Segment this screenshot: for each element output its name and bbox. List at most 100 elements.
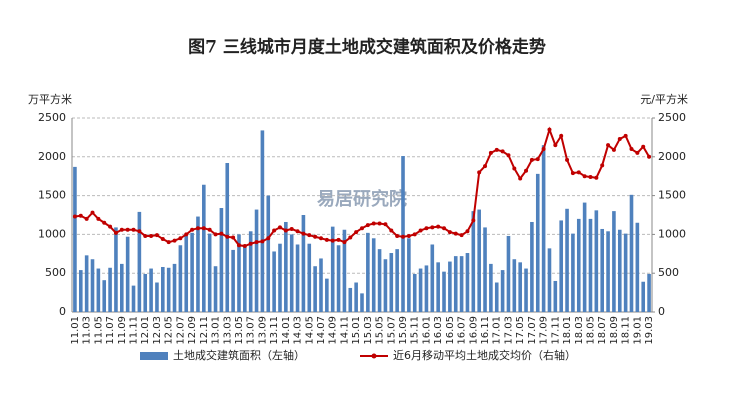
bar bbox=[524, 268, 528, 312]
x-tick-label: 17.11 bbox=[550, 316, 561, 345]
bar bbox=[231, 249, 235, 312]
bar bbox=[90, 259, 95, 312]
y-tick-label: 2500 bbox=[38, 111, 66, 124]
bar bbox=[535, 173, 540, 312]
bar bbox=[307, 243, 312, 312]
x-tick-label: 16.01 bbox=[421, 316, 432, 345]
bar bbox=[553, 280, 558, 312]
line-point bbox=[600, 163, 605, 168]
line-point bbox=[266, 236, 271, 241]
line-point bbox=[635, 150, 640, 155]
watermark: 易居研究院 bbox=[317, 188, 407, 210]
line-point bbox=[248, 241, 253, 246]
line-point bbox=[576, 170, 581, 175]
bar bbox=[395, 249, 399, 312]
x-tick-label: 13.05 bbox=[234, 316, 245, 345]
bar bbox=[108, 267, 112, 312]
line-point bbox=[582, 174, 587, 179]
x-tick-label: 14.01 bbox=[281, 316, 292, 345]
line-point bbox=[565, 157, 570, 162]
bar bbox=[360, 293, 364, 312]
bar bbox=[389, 253, 394, 312]
x-tick-label: 14.11 bbox=[339, 316, 350, 345]
line-point bbox=[553, 143, 558, 148]
bar bbox=[295, 244, 300, 312]
line-point bbox=[113, 230, 118, 235]
line-point bbox=[254, 240, 259, 245]
line-point bbox=[389, 228, 394, 233]
bar bbox=[342, 229, 347, 312]
line-point bbox=[272, 228, 277, 233]
x-tick-label: 13.07 bbox=[246, 316, 257, 345]
line-point bbox=[324, 237, 329, 242]
x-tick-label: 18.09 bbox=[609, 316, 620, 345]
x-tick-label: 16.05 bbox=[445, 316, 456, 345]
bar bbox=[190, 232, 194, 312]
bar bbox=[207, 233, 212, 312]
bar bbox=[594, 210, 599, 312]
y-tick-label: 0 bbox=[59, 305, 66, 318]
x-tick-label: 11.09 bbox=[117, 316, 128, 345]
bar bbox=[453, 256, 458, 312]
bar bbox=[172, 263, 177, 312]
bar bbox=[202, 184, 206, 312]
line-point bbox=[143, 233, 148, 238]
x-tick-label: 18.07 bbox=[597, 316, 608, 345]
line-point bbox=[336, 237, 341, 242]
x-tick-label: 18.05 bbox=[585, 316, 596, 345]
line-point bbox=[418, 228, 423, 233]
x-tick-label: 12.11 bbox=[199, 316, 210, 345]
line-point bbox=[172, 238, 177, 243]
line-point bbox=[190, 227, 195, 232]
bar bbox=[248, 231, 253, 312]
line-point bbox=[506, 153, 511, 158]
bar bbox=[219, 208, 224, 312]
bar bbox=[354, 282, 358, 312]
line-point bbox=[424, 226, 429, 231]
x-tick-label: 11.11 bbox=[129, 316, 140, 345]
line-point bbox=[465, 229, 470, 234]
line-point bbox=[84, 216, 89, 221]
y2-tick-label: 0 bbox=[658, 305, 665, 318]
bar bbox=[383, 259, 388, 312]
bar bbox=[424, 265, 429, 312]
line-point bbox=[78, 213, 83, 218]
bar bbox=[436, 262, 440, 312]
x-tick-label: 16.07 bbox=[457, 316, 468, 345]
bar bbox=[73, 166, 77, 312]
line-point bbox=[219, 231, 224, 236]
bar bbox=[477, 209, 481, 312]
bar bbox=[336, 245, 341, 312]
bar bbox=[565, 208, 569, 312]
bar bbox=[465, 253, 470, 312]
bar bbox=[647, 273, 651, 312]
line-point bbox=[570, 171, 575, 176]
bar bbox=[266, 195, 271, 312]
line-point bbox=[160, 237, 165, 242]
line-point bbox=[154, 233, 159, 238]
bar bbox=[254, 209, 259, 312]
bar bbox=[506, 235, 511, 312]
line-point bbox=[354, 230, 359, 235]
y-tick-label: 500 bbox=[45, 266, 66, 279]
line-point bbox=[518, 176, 523, 181]
x-tick-label: 16.09 bbox=[468, 316, 479, 345]
bar bbox=[184, 235, 189, 312]
line-point bbox=[260, 239, 265, 244]
bar bbox=[196, 216, 200, 312]
y2-tick-label: 1500 bbox=[658, 189, 686, 202]
line-point bbox=[108, 224, 113, 229]
bar bbox=[319, 258, 323, 312]
bar bbox=[483, 227, 487, 312]
bar bbox=[547, 248, 552, 312]
chart-title: 图7 三线城市月度土地成交建筑面积及价格走势 bbox=[188, 37, 546, 58]
line-point bbox=[90, 210, 95, 215]
x-tick-label: 15.11 bbox=[410, 316, 421, 345]
line-point bbox=[395, 233, 400, 238]
line-point bbox=[307, 233, 312, 238]
bar bbox=[289, 234, 294, 312]
bar bbox=[114, 227, 118, 312]
x-tick-label: 12.09 bbox=[187, 316, 198, 345]
line-point bbox=[119, 227, 124, 232]
line-point bbox=[225, 234, 230, 239]
